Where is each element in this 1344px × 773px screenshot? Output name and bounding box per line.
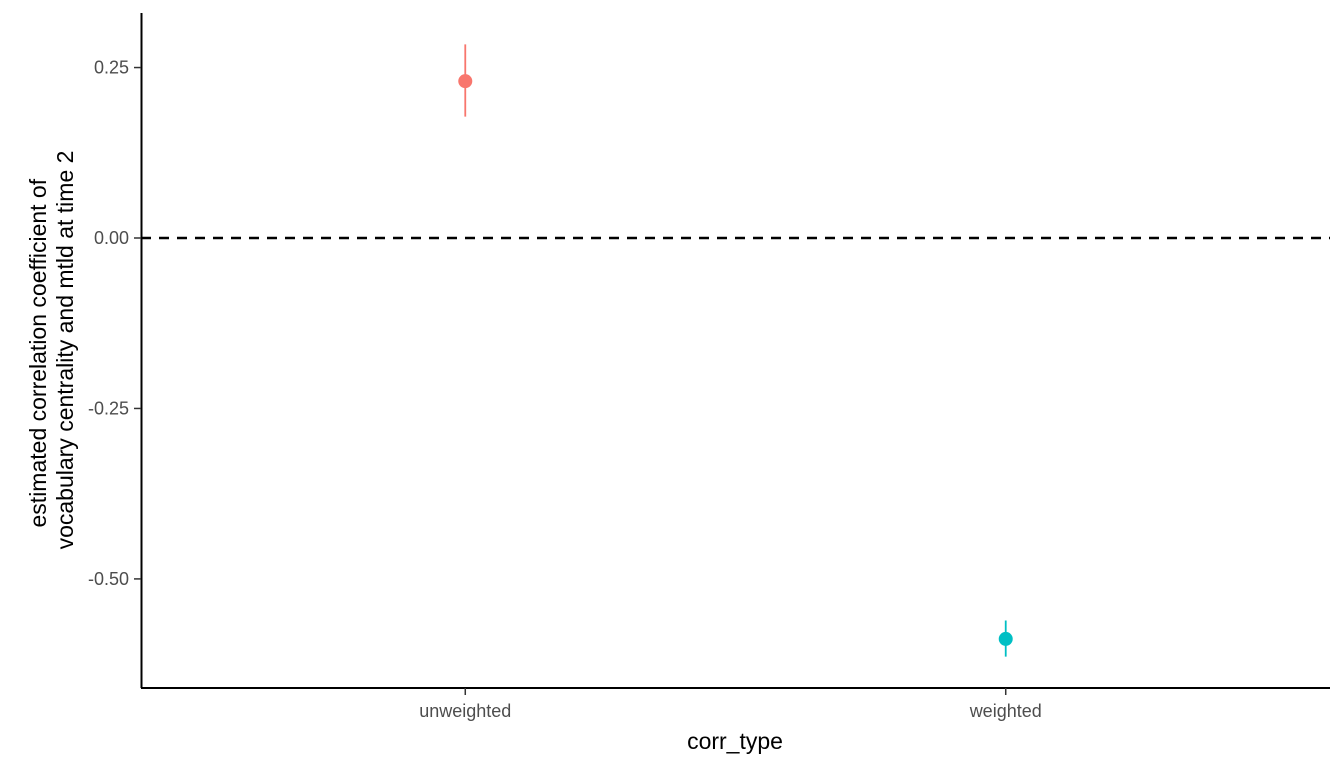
y-axis-title-line-1: estimated correlation coefficient of	[25, 178, 51, 527]
y-axis-title-line-2: vocabulary centrality and mtld at time 2	[52, 151, 78, 550]
y-tick-label: -0.50	[88, 569, 129, 589]
y-tick-label: 0.00	[94, 228, 129, 248]
point-unweighted	[458, 74, 473, 89]
point-weighted	[998, 631, 1013, 646]
y-tick-label: -0.25	[88, 398, 129, 418]
x-tick-label-unweighted: unweighted	[419, 701, 511, 721]
x-tick-label-weighted: weighted	[969, 701, 1042, 721]
x-axis-title: corr_type	[687, 728, 783, 754]
y-axis-title: estimated correlation coefficient of voc…	[25, 151, 78, 550]
y-tick-label: 0.25	[94, 58, 129, 78]
